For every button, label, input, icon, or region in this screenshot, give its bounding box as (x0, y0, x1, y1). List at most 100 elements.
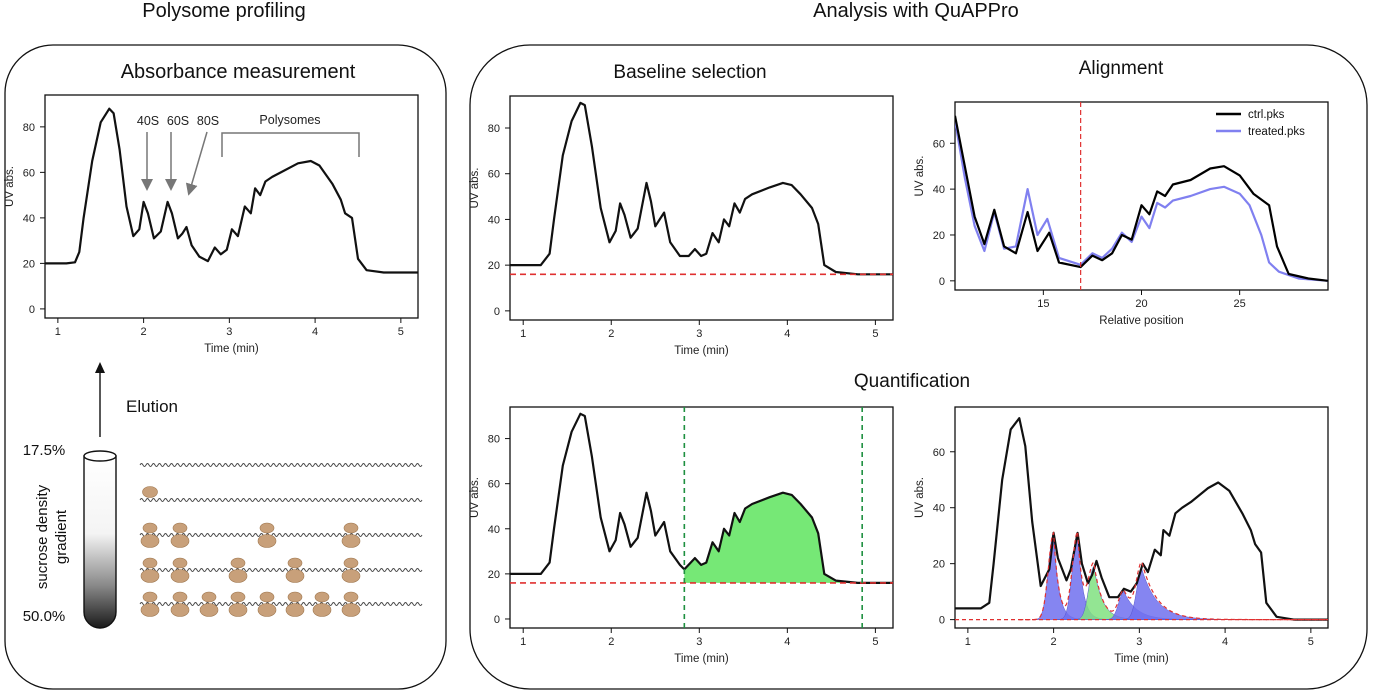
x-tick-label: 5 (872, 328, 878, 340)
plot-frame (509, 406, 894, 629)
baseline-plot: 1 2 3 4 5 0 20 40 60 80 Time (min) UV abs. (469, 95, 894, 357)
x-tick-label: 3 (1136, 636, 1142, 648)
y-tick-label: 0 (939, 615, 945, 627)
x-tick-label: 20 (1135, 298, 1147, 310)
y-axis-label: UV abs. (914, 477, 926, 518)
ribosome-large-subunit (341, 603, 361, 617)
arrow-80s (185, 131, 208, 196)
density-axis-label-2: gradient (53, 509, 70, 564)
x-tick-label: 4 (784, 328, 790, 340)
x-tick-label: 1 (965, 636, 971, 648)
y-axis-label: UV abs. (914, 156, 926, 197)
legend-label-ctrl: ctrl.pks (1248, 109, 1285, 121)
x-tick-label: 1 (520, 328, 526, 340)
left-panel-frame (4, 44, 447, 690)
mrna-ribosome-schematic (139, 463, 423, 617)
tube-body (83, 455, 117, 629)
x-axis-label: Time (min) (204, 343, 259, 355)
y-tick-label: 0 (939, 276, 945, 288)
top-concentration: 17.5% (23, 442, 66, 459)
left-section-title: Polysome profiling (142, 0, 305, 22)
y-tick-label: 0 (494, 614, 500, 626)
ribosome-small-subunit (230, 591, 246, 603)
polysome-bracket (221, 132, 360, 157)
baseline-title: Baseline selection (613, 62, 766, 83)
label-60s: 60S (167, 114, 189, 128)
x-tick-label: 2 (1051, 636, 1057, 648)
ribosome-large-subunit (257, 603, 277, 617)
quantification-area-plot: 1 2 3 4 5 0 20 40 60 80 Time (min) UV abs. (469, 406, 894, 665)
x-tick-label: 3 (696, 636, 702, 648)
legend-label-treated: treated.pks (1248, 126, 1305, 138)
absorbance-title: Absorbance measurement (121, 61, 356, 83)
y-tick-label: 60 (488, 479, 500, 491)
y-tick-label: 60 (488, 169, 500, 181)
ribosome-small-subunit (343, 591, 359, 603)
ribosome-large-subunit (140, 534, 160, 548)
x-axis-label: Time (min) (674, 345, 729, 357)
x-tick-label: 2 (141, 326, 147, 338)
uv-trace (510, 412, 893, 584)
y-tick-label: 60 (933, 447, 945, 459)
ribosome-small-subunit (343, 522, 359, 534)
peak-deconvolution-plot: 1 2 3 4 5 0 20 40 60 Time (min) UV abs. (914, 406, 1329, 665)
plot-frame (954, 406, 1329, 629)
y-tick-label: 60 (933, 138, 945, 150)
y-tick-label: 40 (933, 184, 945, 196)
y-tick-label: 40 (933, 503, 945, 515)
plot-frame (44, 94, 419, 319)
y-tick-label: 80 (488, 434, 500, 446)
alignment-title: Alignment (1079, 58, 1164, 79)
y-tick-label: 40 (488, 214, 500, 226)
plot-frame (509, 95, 894, 321)
gradient-tube: 17.5% 50.0% sucrose density gradient (23, 442, 117, 629)
right-section-title: Analysis with QuAPPro (813, 0, 1019, 22)
ribosome-large-subunit (228, 569, 248, 583)
ribosome-large-subunit (312, 603, 332, 617)
ribosome-large-subunit (257, 534, 277, 548)
ribosome-small-subunit (142, 591, 158, 603)
ribosome-large-subunit (140, 603, 160, 617)
density-axis-label-1: sucrose density (34, 484, 51, 589)
x-tick-label: 5 (1308, 636, 1314, 648)
x-tick-label: 4 (1222, 636, 1228, 648)
ribosome-large-subunit (170, 534, 190, 548)
series-ctrl (955, 115, 1328, 282)
elution-group: Elution (95, 362, 178, 437)
ribosome-small-subunit (142, 522, 158, 534)
ribosome-small-subunit (230, 557, 246, 569)
ribosome-large-subunit (341, 569, 361, 583)
ribosome-large-subunit (285, 569, 305, 583)
y-tick-label: 20 (933, 230, 945, 242)
y-axis-label: UV abs. (469, 168, 481, 209)
label-polysomes: Polysomes (259, 113, 320, 127)
x-tick-label: 3 (226, 326, 232, 338)
ribosome-small-subunit (201, 591, 217, 603)
ribosome-small-subunit (259, 591, 275, 603)
fit-sum-line (1019, 529, 1328, 621)
series-treated (955, 120, 1328, 282)
y-tick-label: 0 (494, 306, 500, 318)
ribosome-small-subunit (172, 591, 188, 603)
label-40s: 40S (137, 114, 159, 128)
ribosome-small-subunit (172, 557, 188, 569)
y-tick-label: 40 (23, 213, 35, 225)
x-tick-label: 3 (696, 328, 702, 340)
ribosome-large-subunit (228, 603, 248, 617)
x-tick-label: 25 (1234, 298, 1246, 310)
x-tick-label: 2 (608, 636, 614, 648)
x-tick-label: 4 (312, 326, 318, 338)
quantified-area (684, 492, 863, 583)
mrna-strand (139, 568, 423, 572)
ribosome-large-subunit (199, 603, 219, 617)
absorbance-plot: 1 2 3 4 5 0 20 40 60 80 Time (min) UV abs. (4, 94, 419, 355)
y-axis-label: UV abs. (4, 166, 16, 207)
ribosome-large-subunit (170, 569, 190, 583)
ribosome-small-subunit (343, 557, 359, 569)
bottom-concentration: 50.0% (23, 608, 66, 625)
y-tick-label: 60 (23, 167, 35, 179)
ribosome-small-subunit (314, 591, 330, 603)
y-tick-label: 20 (23, 258, 35, 270)
ribosome-large-subunit (341, 534, 361, 548)
